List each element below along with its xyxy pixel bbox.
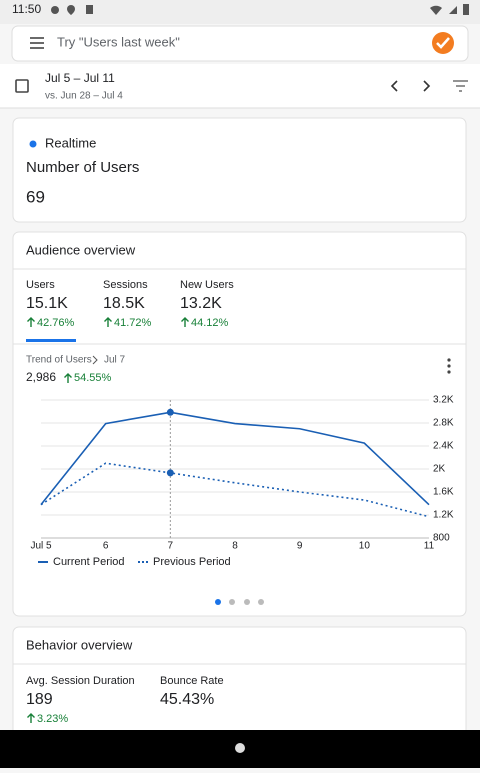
- metric-change: 3.23%: [37, 713, 68, 725]
- metric-label: Avg. Session Duration: [26, 675, 135, 687]
- signal-icon: [449, 6, 457, 14]
- up-arrow: [104, 317, 112, 327]
- metric-label: Sessions: [103, 279, 148, 291]
- metric-change: 41.72%: [114, 317, 152, 329]
- x-tick-label: 6: [103, 541, 109, 552]
- page-dot[interactable]: [215, 599, 221, 605]
- x-tick-label: 10: [359, 541, 371, 552]
- home-button[interactable]: [235, 743, 245, 753]
- x-tick-label: 11: [424, 541, 435, 552]
- status-icon: [67, 5, 75, 15]
- card-title: Behavior overview: [26, 637, 133, 652]
- page-dot[interactable]: [229, 599, 235, 605]
- metric-value: 15.1K: [26, 295, 68, 312]
- more-menu[interactable]: [447, 358, 451, 374]
- selected-tab: [26, 339, 76, 342]
- metric-value: 189: [26, 691, 53, 708]
- metric-change: 42.76%: [37, 317, 75, 329]
- trend-change: 54.55%: [74, 372, 112, 384]
- hover-point: [166, 408, 174, 416]
- status-icon: [86, 5, 93, 14]
- realtime-card[interactable]: [12, 117, 467, 223]
- legend-label: Previous Period: [153, 556, 231, 568]
- realtime-label: Realtime: [45, 135, 96, 150]
- compare-range: vs. Jun 28 – Jul 4: [45, 91, 123, 102]
- x-tick-label: Jul 5: [30, 541, 52, 552]
- status-icon: [51, 6, 59, 14]
- next-button[interactable]: [423, 80, 431, 92]
- date-row: [0, 64, 480, 108]
- y-tick-label: 2.8K: [433, 418, 454, 429]
- x-tick-label: 7: [168, 541, 174, 552]
- series-line: [40, 411, 430, 506]
- card-title: Audience overview: [26, 242, 136, 257]
- trend-label: Trend of Users: [26, 355, 92, 366]
- app-logo-check: [436, 37, 450, 49]
- metric-change: 44.12%: [191, 317, 229, 329]
- metric-label: New Users: [180, 279, 234, 291]
- metric-value: 13.2K: [180, 295, 222, 312]
- status-bar: [0, 0, 480, 24]
- wifi-icon: [430, 5, 442, 15]
- search-placeholder: Try "Users last week": [57, 34, 180, 49]
- y-tick-label: 2.4K: [433, 441, 454, 452]
- y-tick-label: 1.2K: [433, 510, 454, 521]
- up-arrow: [27, 713, 35, 723]
- hover-point: [166, 469, 174, 477]
- metric-value: 45.43%: [160, 691, 214, 708]
- y-tick-label: 800: [433, 533, 450, 544]
- date-range[interactable]: Jul 5 – Jul 11: [45, 71, 115, 85]
- chevron: [92, 355, 98, 365]
- page-dot[interactable]: [258, 599, 264, 605]
- battery-icon: [463, 4, 469, 15]
- series-line: [40, 462, 430, 518]
- up-arrow: [64, 373, 72, 383]
- menu-icon[interactable]: [30, 37, 44, 49]
- y-tick-label: 1.6K: [433, 487, 454, 498]
- x-tick-label: 9: [297, 541, 303, 552]
- legend-label: Current Period: [53, 556, 125, 568]
- calendar-icon[interactable]: [15, 79, 29, 93]
- up-arrow: [27, 317, 35, 327]
- metric-label: Users: [26, 279, 55, 291]
- metric-value: 18.5K: [103, 295, 145, 312]
- x-tick-label: 8: [232, 541, 238, 552]
- clock: 11:50: [12, 2, 41, 16]
- realtime-value: 69: [26, 187, 45, 206]
- prev-button[interactable]: [390, 80, 398, 92]
- page-dot[interactable]: [244, 599, 250, 605]
- y-tick-label: 3.2K: [433, 395, 454, 406]
- metric-label: Bounce Rate: [160, 675, 224, 687]
- live-dot: [29, 140, 37, 148]
- realtime-metric: Number of Users: [26, 159, 139, 176]
- trend-date: Jul 7: [104, 355, 126, 366]
- trend-value: 2,986: [26, 370, 56, 384]
- filter-button[interactable]: [453, 80, 468, 92]
- up-arrow: [181, 317, 189, 327]
- search-bar[interactable]: [11, 25, 469, 62]
- y-tick-label: 2K: [433, 464, 446, 475]
